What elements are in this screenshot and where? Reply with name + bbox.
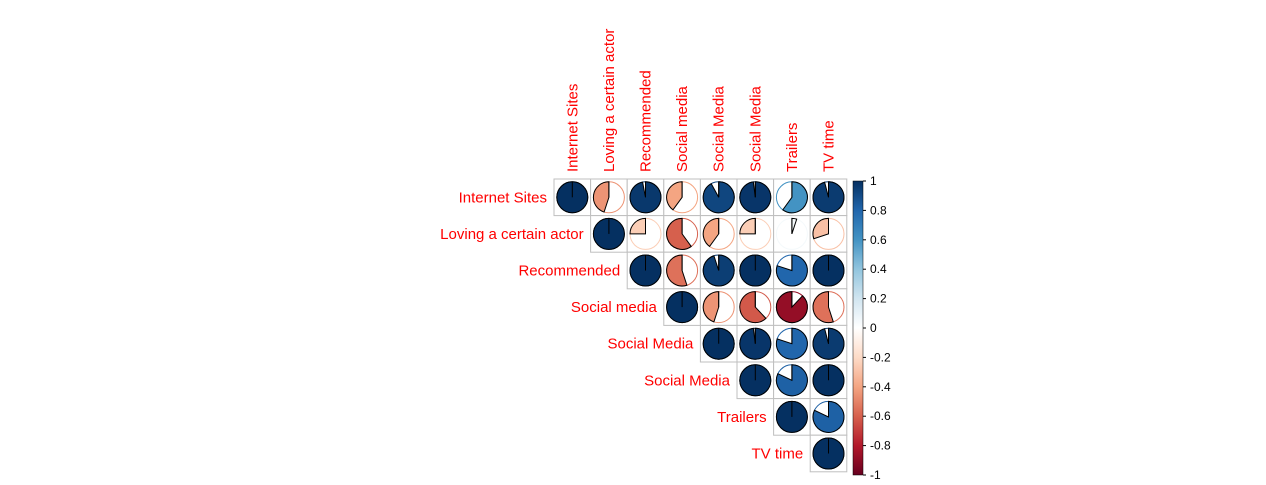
cell-0-7 bbox=[809, 178, 848, 217]
cell-2-5 bbox=[736, 251, 775, 290]
cell-3-7 bbox=[809, 288, 848, 326]
column-label: Social Media bbox=[711, 85, 728, 172]
cell-3-4 bbox=[699, 288, 738, 326]
pie-wedge bbox=[782, 181, 808, 214]
column-label: Internet Sites bbox=[564, 84, 581, 172]
cell-5-5 bbox=[736, 361, 775, 400]
cell-1-3 bbox=[663, 215, 701, 253]
cell-1-5 bbox=[736, 215, 775, 253]
cell-5-6 bbox=[773, 361, 811, 400]
colorbar-tick-label: -0.6 bbox=[870, 409, 891, 423]
cell-0-2 bbox=[626, 178, 665, 217]
cell-2-4 bbox=[699, 251, 738, 290]
column-labels: Internet Sites Loving a certain actor Reco… bbox=[564, 29, 837, 172]
colorbar-tick-label: 0 bbox=[870, 321, 877, 335]
row-label: TV time bbox=[752, 446, 804, 463]
cell-4-6 bbox=[773, 324, 811, 363]
cell-0-1 bbox=[590, 178, 628, 217]
cell-0-6 bbox=[773, 178, 811, 217]
column-label: Social media bbox=[674, 85, 691, 172]
cell-1-6 bbox=[773, 215, 811, 253]
colorbar-tick-label: 0.8 bbox=[870, 203, 887, 217]
colorbar-tick-label: -0.2 bbox=[870, 350, 891, 364]
cell-0-4 bbox=[699, 178, 738, 217]
cell-2-3 bbox=[663, 251, 701, 290]
pie-wedge bbox=[592, 181, 610, 213]
pie-wedge bbox=[702, 217, 720, 248]
colorbar-gradient bbox=[852, 180, 864, 476]
column-label: Social Media bbox=[747, 85, 764, 172]
cell-0-0 bbox=[553, 178, 592, 217]
row-label: Loving a certain actor bbox=[440, 226, 583, 243]
column-label: Recommended bbox=[638, 70, 655, 172]
colorbar-tick-label: -0.4 bbox=[870, 380, 891, 394]
cell-5-7 bbox=[809, 361, 848, 400]
cell-1-2 bbox=[626, 215, 665, 253]
colorbar-tick-label: 0.6 bbox=[870, 233, 887, 247]
cell-4-5 bbox=[736, 324, 775, 363]
cell-3-5 bbox=[736, 288, 775, 326]
pie-wedge bbox=[666, 181, 683, 211]
pie-wedge bbox=[702, 291, 720, 323]
colorbar-tick-label: -1 bbox=[870, 468, 881, 482]
cell-4-4 bbox=[699, 324, 738, 363]
row-label: Recommended bbox=[518, 263, 620, 280]
colorbar: 1 0.8 0.6 0.4 0.2 0 -0.2 -0.4 -0.6 -0.8 -1 bbox=[852, 174, 891, 482]
pie-wedge bbox=[812, 217, 829, 240]
row-labels: Internet Sites Loving a certain actor Reco… bbox=[440, 189, 803, 462]
column-label: TV time bbox=[821, 120, 838, 172]
cell-0-5 bbox=[736, 178, 775, 217]
pie-wedge bbox=[775, 291, 808, 324]
colorbar-tick-label: 0.2 bbox=[870, 292, 887, 306]
row-label: Social Media bbox=[608, 336, 695, 353]
colorbar-tick-label: -0.8 bbox=[870, 439, 891, 453]
cell-7-7 bbox=[809, 434, 848, 473]
row-label: Internet Sites bbox=[459, 189, 547, 206]
cell-0-3 bbox=[663, 178, 701, 217]
cell-1-1 bbox=[590, 215, 628, 253]
column-label: Loving a certain actor bbox=[601, 29, 618, 172]
cell-2-7 bbox=[809, 251, 848, 290]
pie-wedge bbox=[739, 291, 767, 324]
correlation-grid bbox=[553, 178, 848, 473]
row-label: Social Media bbox=[644, 372, 731, 389]
colorbar-tick-label: 0.4 bbox=[870, 262, 887, 276]
cell-4-7 bbox=[809, 324, 848, 363]
row-label: Trailers bbox=[717, 409, 766, 426]
cell-6-7 bbox=[809, 398, 848, 436]
cell-1-4 bbox=[699, 215, 738, 253]
cell-3-6 bbox=[773, 288, 811, 326]
cell-6-6 bbox=[773, 398, 811, 436]
colorbar-tick-label: 1 bbox=[870, 174, 877, 188]
cell-2-2 bbox=[626, 251, 665, 290]
column-label: Trailers bbox=[784, 123, 801, 172]
cell-2-6 bbox=[773, 251, 811, 290]
cell-1-7 bbox=[809, 215, 848, 253]
row-label: Social media bbox=[571, 299, 658, 316]
cell-3-3 bbox=[663, 288, 701, 326]
pie-wedge bbox=[666, 217, 692, 250]
